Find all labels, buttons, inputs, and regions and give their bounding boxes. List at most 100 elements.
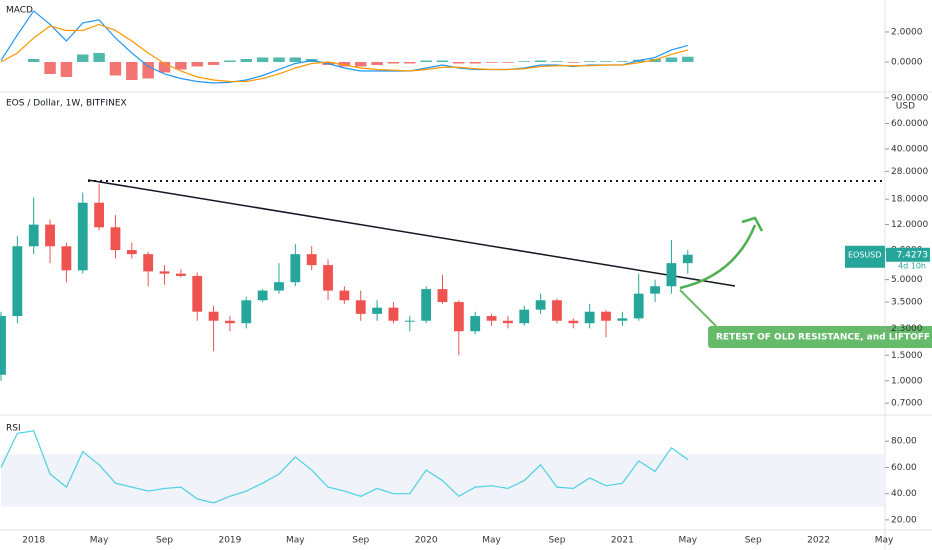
histogram-bar xyxy=(256,57,269,62)
price-badge xyxy=(845,245,885,268)
candle-body xyxy=(45,224,55,247)
histogram-bar xyxy=(240,58,253,62)
histogram-bar xyxy=(649,58,661,62)
last-price: 7.4273 xyxy=(897,250,929,260)
candle-body xyxy=(584,311,595,324)
candle-body xyxy=(682,254,693,264)
candle-body xyxy=(421,289,432,321)
trend-line xyxy=(87,179,736,287)
candle-body xyxy=(61,246,72,271)
candle-body xyxy=(666,263,677,287)
candle-body xyxy=(437,289,448,303)
x-tick-label: Sep xyxy=(352,536,369,546)
candle-body xyxy=(503,320,513,324)
x-tick-label: 2018 xyxy=(22,536,45,546)
arrow-head xyxy=(741,216,764,232)
histogram-bar xyxy=(387,61,400,64)
x-tick-label: May xyxy=(90,536,109,546)
candle-body xyxy=(126,250,137,255)
candle-body xyxy=(12,246,23,317)
histogram-bar xyxy=(600,61,612,62)
y-tick-label: 60.0000 xyxy=(891,119,928,129)
histogram-bar xyxy=(355,61,367,67)
x-tick-label: May xyxy=(482,536,501,546)
callout-text: RETEST OF OLD RESISTANCE, and LIFTOFF xyxy=(716,333,930,343)
countdown: 4d 10h xyxy=(898,261,926,270)
candle-body xyxy=(388,307,399,321)
candle-body xyxy=(208,311,219,321)
candle-body xyxy=(404,320,415,322)
candle-body xyxy=(470,316,481,332)
candle-body xyxy=(453,302,464,332)
histogram-bar xyxy=(436,60,449,62)
candle-body xyxy=(339,290,350,301)
histogram-bar xyxy=(273,57,285,62)
x-tick-label: Sep xyxy=(548,536,565,546)
rsi-line xyxy=(0,430,689,504)
signal-line xyxy=(0,23,688,83)
price-axis-badge xyxy=(886,247,930,262)
y-tick-label: 60.00 xyxy=(891,463,917,473)
histogram-bar xyxy=(207,61,220,65)
candle-body xyxy=(77,202,88,271)
y-tick-label: 3.5000 xyxy=(891,298,923,308)
histogram-bar xyxy=(126,61,138,80)
y-tick-label: 0.7000 xyxy=(891,399,923,409)
histogram-bar xyxy=(420,60,432,62)
candle-body xyxy=(519,309,530,324)
x-tick-label: 2019 xyxy=(218,536,241,546)
candle-body xyxy=(568,320,579,324)
candle-body xyxy=(617,318,628,321)
candle-body xyxy=(192,275,203,312)
candle-body xyxy=(28,224,39,247)
histogram-bar xyxy=(682,56,694,62)
x-tick-label: May xyxy=(875,536,894,546)
histogram-bar xyxy=(502,61,514,63)
candle-body xyxy=(486,316,497,321)
histogram-bar xyxy=(191,61,203,67)
y-tick-label: 80.00 xyxy=(891,437,917,447)
y-tick-label: 1.0000 xyxy=(891,376,923,386)
histogram-bar xyxy=(109,61,122,76)
histogram-bar xyxy=(534,60,547,62)
candle-body xyxy=(290,254,301,283)
unit-label: USD xyxy=(896,102,915,112)
histogram-bar xyxy=(485,61,498,63)
candle-body xyxy=(0,316,6,375)
y-tick-label: 40.0000 xyxy=(891,144,928,154)
x-tick-label: 2021 xyxy=(611,536,634,546)
candle-body xyxy=(241,300,252,324)
x-tick-label: Sep xyxy=(156,536,173,546)
x-tick-label: May xyxy=(286,536,305,546)
histogram-bar xyxy=(665,57,678,62)
symbol-label: EOSUSD xyxy=(848,250,882,259)
candle-body xyxy=(535,300,546,310)
x-tick-label: Sep xyxy=(745,536,762,546)
candle-body xyxy=(225,320,235,324)
histogram-bar xyxy=(518,61,530,62)
histogram-bar xyxy=(175,61,187,70)
macd-line xyxy=(0,10,688,84)
y-tick-label: 20.00 xyxy=(891,515,917,525)
candle-body xyxy=(372,307,382,314)
y-tick-label: 18.0000 xyxy=(891,195,928,205)
candle-body xyxy=(143,254,154,272)
callout-box xyxy=(708,326,932,348)
y-tick-label: 2.0000 xyxy=(891,27,923,37)
histogram-bar xyxy=(224,60,236,62)
candle-body xyxy=(601,311,611,321)
arrow-curve xyxy=(679,224,757,290)
histogram-bar xyxy=(371,61,383,65)
y-tick-label: 5.0000 xyxy=(891,275,923,285)
pane-title: MACD xyxy=(6,6,33,16)
histogram-bar xyxy=(93,52,105,62)
y-tick-label: 12.0000 xyxy=(891,220,928,230)
candle-body xyxy=(323,265,333,291)
candle-body xyxy=(159,271,170,274)
candle-body xyxy=(175,273,186,276)
y-tick-label: 40.00 xyxy=(891,489,917,499)
histogram-bar xyxy=(453,61,465,64)
histogram-bar xyxy=(142,61,154,79)
candle-body xyxy=(257,290,268,301)
candle-body xyxy=(306,254,317,266)
